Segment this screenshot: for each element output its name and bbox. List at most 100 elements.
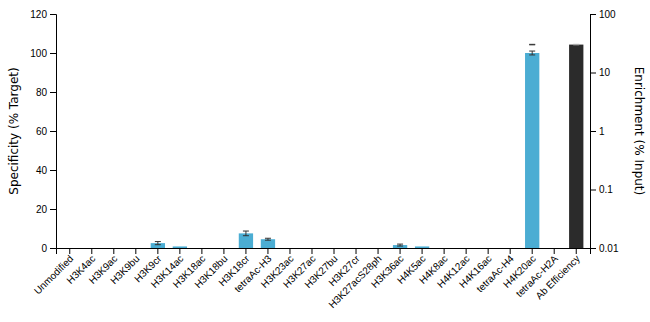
bar [217,248,231,249]
tick: Ab Efficiency [533,248,582,301]
tick-mark [356,248,357,254]
tick-mark [135,248,136,254]
tick: 100 [30,48,56,59]
error-bar [529,51,535,55]
bar [107,248,121,249]
tick: 80 [36,87,56,98]
bar [371,248,385,249]
tick-mark [334,248,335,254]
tick-mark [590,131,596,132]
tick-mark [157,248,158,254]
tick-label: 120 [30,9,47,20]
tick-mark [50,170,56,171]
tick-mark [179,248,180,254]
tick-mark [50,131,56,132]
tick-label: 0.01 [599,243,619,254]
tick-mark [400,248,401,254]
bar [261,239,275,248]
bar [173,246,187,248]
y-axis: 0 20 40 60 80 100 120 [30,9,56,254]
tick-mark [50,92,56,93]
bar [349,248,363,249]
axis-line [50,15,57,249]
error-bar [155,242,161,245]
bar [129,248,143,249]
bar [195,248,209,249]
error-bar [243,231,249,236]
bar [569,45,583,248]
tick: 0 [41,243,56,254]
tick-label: 80 [36,87,48,98]
tick-mark [444,248,445,254]
tick-mark [532,248,533,254]
y2-axis-title: Enrichment (% Input) [632,67,646,196]
bar [547,248,561,249]
tick-label: 0.1 [599,184,613,195]
tick: 100 [590,9,616,20]
tick: 1 [590,126,605,137]
tick-mark [590,190,596,191]
error-bar [529,44,535,46]
tick-mark [576,248,577,254]
tick: Unmodified [32,248,76,297]
bar [63,248,77,249]
tick: 0.1 [590,184,613,195]
tick-mark [201,248,202,254]
bar [503,248,517,249]
bar [525,53,539,248]
plot-area [151,44,584,248]
error-bar [265,238,271,240]
tick-mark [554,248,555,254]
tick: 10 [590,67,611,78]
tick-mark [422,248,423,254]
bar [481,248,495,249]
tick: 60 [36,126,56,137]
tick: 40 [36,165,56,176]
tick-label: 40 [36,165,48,176]
tick-label: Ab Efficiency [533,253,582,302]
bar [85,248,99,249]
error-bar [573,44,579,46]
bar [415,246,429,248]
tick-mark [311,248,312,254]
tick: 20 [36,204,56,215]
tick-mark [50,209,56,210]
tick-label: 60 [36,126,48,137]
bar [459,248,473,249]
bar [393,245,407,248]
tick-mark [590,73,596,74]
tick-label: 20 [36,204,48,215]
tick-mark [50,53,56,54]
tick-mark [289,248,290,254]
tick-label: 100 [30,48,47,59]
y2-axis: 0.01 0.1 1 10 100 [590,9,619,254]
axis-line [57,249,591,255]
tick-mark [223,248,224,254]
error-bar [397,244,403,246]
tick-mark [91,248,92,254]
bar [283,248,297,249]
tick-mark [590,14,596,15]
tick-mark [69,248,70,254]
chart: UnmodifiedH3K4acH3K9acH3K9buH3K9crH3K14a… [0,0,650,322]
tick-mark [50,14,56,15]
axis-line [591,15,597,249]
tick: 120 [30,9,56,20]
tick-label: 1 [599,126,605,137]
bar [327,248,341,249]
tick-mark [510,248,511,254]
tick: 0.01 [590,243,619,254]
tick-label: 100 [599,9,616,20]
tick-mark [50,248,56,249]
tick-mark [378,248,379,254]
tick-mark [590,248,596,249]
y-axis-title: Specificity (% Target) [7,67,21,194]
tick-mark [113,248,114,254]
x-axis: UnmodifiedH3K4acH3K9acH3K9buH3K9crH3K14a… [32,248,591,310]
tick-label: 0 [41,243,47,254]
bar [437,248,451,249]
tick-label: 10 [599,67,611,78]
tick-mark [466,248,467,254]
tick-mark [488,248,489,254]
bar [305,248,319,249]
